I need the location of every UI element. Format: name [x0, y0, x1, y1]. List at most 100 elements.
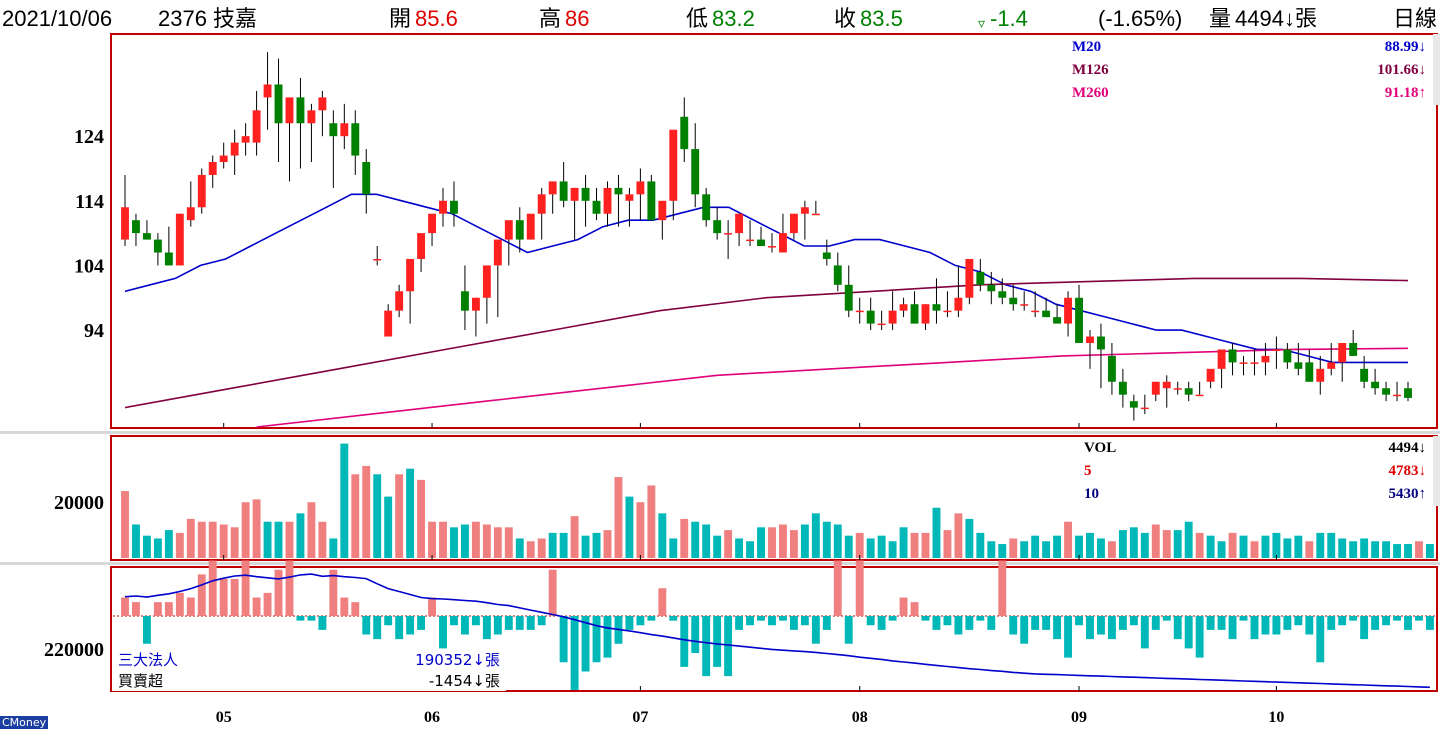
net-buy-bar — [1327, 616, 1336, 630]
net-buy-bar — [153, 602, 162, 616]
candle-body — [1349, 342, 1358, 356]
period-label: 日線 — [1393, 6, 1438, 31]
net-buy-bar — [406, 616, 415, 635]
volume-bar — [307, 502, 316, 558]
candle-body — [307, 110, 316, 124]
net-buy-bar — [296, 616, 305, 621]
volume-bar — [1415, 541, 1423, 558]
volume-bar — [1261, 535, 1270, 558]
candle-body — [318, 97, 327, 111]
net-buy-bar — [789, 616, 798, 630]
volume-bar — [493, 527, 502, 558]
legend-name: 10 — [1084, 486, 1099, 502]
candle-body — [351, 123, 360, 156]
net-buy-bar — [351, 602, 360, 616]
candle-body — [559, 181, 568, 201]
candle-body — [175, 213, 184, 266]
candle-body — [208, 162, 217, 175]
volume-bar — [428, 521, 436, 558]
candle-body — [1097, 336, 1105, 350]
net-buy-bar — [482, 616, 491, 640]
net-buy-bar — [1382, 616, 1391, 626]
candle-body — [1009, 297, 1018, 305]
net-buy-bar — [921, 616, 930, 621]
volume-bar — [504, 527, 513, 558]
volume-bar — [1228, 532, 1237, 558]
net-buy-bar — [340, 597, 349, 616]
candle-body — [866, 310, 875, 324]
volume-bar — [943, 530, 952, 558]
candle-body — [658, 200, 667, 221]
legend-value: 5430↑ — [1388, 486, 1427, 502]
candle-body — [1042, 310, 1051, 318]
candle-body — [186, 207, 195, 221]
legend-value: 4783↓ — [1388, 463, 1427, 479]
open-value: 85.6 — [415, 6, 458, 31]
net-buy-bar — [636, 616, 645, 626]
net-buy-bar — [1009, 616, 1018, 635]
candle-body — [428, 213, 436, 234]
scrollbar[interactable] — [1433, 436, 1440, 506]
volume-bar — [1009, 538, 1018, 558]
volume-bar — [1239, 535, 1248, 558]
candle-body — [877, 323, 886, 326]
volume-bar — [1393, 544, 1401, 558]
volume-bar — [647, 485, 656, 558]
candle-body — [285, 97, 294, 124]
volume-bar — [1283, 538, 1292, 558]
volume-bar — [318, 521, 327, 558]
candle-body — [1217, 349, 1226, 369]
candle-body — [1162, 381, 1171, 389]
volume-bar — [1184, 521, 1193, 558]
candle-body — [1382, 388, 1391, 395]
candle-body — [1250, 362, 1259, 364]
volume-bar — [1064, 521, 1073, 558]
net-buy-bar — [1151, 616, 1160, 630]
price-tick-label: 124 — [74, 126, 104, 148]
candle-body — [932, 304, 941, 311]
volume-bar — [735, 538, 744, 558]
volume-bar — [351, 474, 360, 558]
month-label: 06 — [424, 709, 440, 726]
net-buy-bar — [471, 616, 480, 626]
scrollbar[interactable] — [1433, 34, 1440, 105]
net-buy-bar — [526, 616, 535, 630]
candle-body — [263, 84, 272, 98]
net-buy-bar — [1305, 616, 1314, 635]
net-buy-bar — [855, 560, 864, 616]
volume-bar — [1250, 541, 1259, 558]
close-label: 收 — [834, 6, 857, 31]
volume-bar — [121, 491, 129, 558]
net-buy-bar — [877, 616, 886, 630]
net-buy-bar — [1184, 616, 1193, 649]
legend-name: 5 — [1084, 463, 1092, 479]
net-buy-bar — [164, 602, 173, 616]
volume-bar — [340, 443, 349, 558]
institutional-legend: 三大法人 190352↓張 買賣超 -1454↓張 — [112, 649, 506, 691]
low-label: 低 — [686, 6, 709, 31]
net-buy-bar — [1075, 616, 1083, 626]
net-buy-bar — [1316, 616, 1325, 663]
net-buy-bar — [537, 616, 546, 626]
month-label: 08 — [852, 709, 868, 726]
volume-bar — [1327, 532, 1336, 558]
price-tick-label: 114 — [75, 191, 104, 213]
net-buy-bar — [241, 560, 250, 616]
volume-label: 量 — [1209, 6, 1232, 31]
candle-body — [1404, 388, 1412, 398]
net-buy-bar — [285, 560, 294, 616]
candle-body — [252, 110, 261, 143]
candle-body — [1173, 388, 1182, 390]
volume-bar — [713, 535, 722, 558]
volume-bar — [757, 527, 765, 558]
volume-bar — [1020, 541, 1029, 558]
volume-bar — [866, 538, 875, 558]
candle-body — [395, 291, 404, 311]
candle-body — [1075, 297, 1083, 343]
volume-bar — [965, 518, 974, 558]
candle-body — [899, 304, 908, 311]
net-buy-bar — [713, 616, 722, 667]
candle-body — [614, 187, 623, 195]
volume-bar — [1272, 532, 1281, 558]
candle-body — [570, 187, 579, 201]
